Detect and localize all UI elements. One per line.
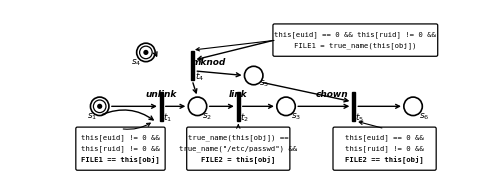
Text: $t_2$: $t_2$ [240,112,249,124]
Circle shape [93,100,106,113]
Text: $s_6$: $s_6$ [419,111,429,122]
Circle shape [97,104,102,109]
Bar [160,92,163,121]
Text: this[euid] == 0 && this[ruid] != 0 &&: this[euid] == 0 && this[ruid] != 0 && [275,31,436,38]
Text: this[euid] == 0 &&: this[euid] == 0 && [345,134,424,141]
Text: $t_5$: $t_5$ [355,112,365,124]
FancyBboxPatch shape [333,127,436,170]
Text: this[ruid] != 0 &&: this[ruid] != 0 && [81,145,160,152]
Circle shape [404,97,422,116]
Circle shape [277,97,295,116]
FancyBboxPatch shape [186,127,290,170]
Text: $t_4$: $t_4$ [195,70,204,83]
Bar [190,51,194,80]
Text: $s_1$: $s_1$ [87,112,97,122]
Text: mknod: mknod [192,58,226,67]
Bar [352,92,355,121]
Text: FILE1 == this[obj]: FILE1 == this[obj] [81,156,160,164]
Text: FILE1 = true_name(this[obj]): FILE1 = true_name(this[obj]) [294,43,417,49]
Circle shape [91,97,109,116]
Circle shape [188,97,207,116]
FancyBboxPatch shape [273,24,438,56]
Text: FILE2 = this[obj]: FILE2 = this[obj] [201,156,276,164]
Bar [237,92,240,121]
Text: true_name(this[obj]) ==: true_name(this[obj]) == [188,134,289,141]
Circle shape [140,46,152,59]
Text: $t_1$: $t_1$ [163,112,172,124]
Text: unlink: unlink [146,90,177,98]
Text: link: link [229,90,247,98]
Circle shape [143,50,149,55]
Circle shape [245,66,263,85]
Text: this[euid] != 0 &&: this[euid] != 0 && [81,134,160,141]
Text: $s_2$: $s_2$ [202,112,213,122]
Text: this[ruid] != 0 &&: this[ruid] != 0 && [345,145,424,152]
Text: true_name("/etc/passwd") &&: true_name("/etc/passwd") && [179,145,297,152]
Text: chown: chown [316,90,348,98]
Text: $s_3$: $s_3$ [291,112,301,122]
Text: $s_4$: $s_4$ [131,57,141,68]
Text: FILE2 == this[obj]: FILE2 == this[obj] [345,156,424,164]
Text: $s_5$: $s_5$ [259,79,270,89]
FancyBboxPatch shape [76,127,165,170]
Circle shape [137,43,155,62]
